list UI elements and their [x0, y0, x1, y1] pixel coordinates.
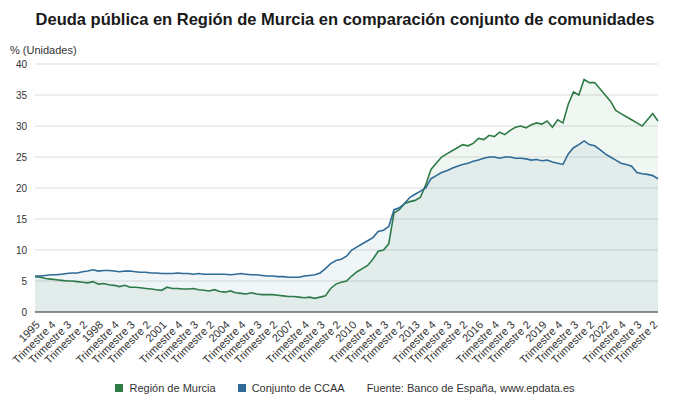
svg-text:15: 15: [16, 214, 28, 225]
svg-text:Trimestre 3: Trimestre 3: [26, 318, 74, 366]
html-text:Región de Murcia: Región de Murcia: [129, 382, 216, 394]
svg-text:40: 40: [16, 59, 28, 70]
svg-text:Trimestre 3: Trimestre 3: [406, 318, 454, 366]
svg-text:Trimestre 3: Trimestre 3: [89, 318, 137, 366]
svg-text:Trimestre 4: Trimestre 4: [263, 318, 312, 366]
svg-text:Trimestre 4: Trimestre 4: [453, 318, 502, 366]
svg-text:Trimestre 2: Trimestre 2: [485, 318, 533, 366]
svg-text:2001: 2001: [142, 318, 169, 345]
html-text:Deuda pública en Región de Mur: Deuda pública en Región de Murcia en com…: [35, 10, 655, 28]
svg-text:2010: 2010: [332, 318, 359, 345]
svg-text:Trimestre 3: Trimestre 3: [216, 318, 264, 366]
html-text:Conjunto de CCAA: Conjunto de CCAA: [251, 382, 345, 394]
svg-text:5: 5: [21, 276, 27, 287]
svg-text:Trimestre 2: Trimestre 2: [612, 318, 660, 366]
svg-text:Trimestre 2: Trimestre 2: [358, 318, 407, 366]
svg-text:2013: 2013: [396, 318, 423, 345]
svg-text:Trimestre 4: Trimestre 4: [580, 318, 628, 366]
svg-text:Trimestre 2: Trimestre 2: [232, 318, 280, 366]
svg-text:2022: 2022: [586, 318, 613, 345]
svg-text:2019: 2019: [523, 318, 549, 345]
svg-text:Trimestre 4: Trimestre 4: [137, 318, 185, 366]
html-text:% (Unidades): % (Unidades): [10, 44, 77, 56]
svg-text:Trimestre 4: Trimestre 4: [327, 318, 375, 366]
svg-text:Trimestre 3: Trimestre 3: [152, 318, 201, 366]
svg-text:Trimestre 3: Trimestre 3: [532, 318, 581, 366]
svg-text:Trimestre 4: Trimestre 4: [390, 318, 438, 366]
svg-text:10: 10: [16, 245, 28, 256]
svg-text:Trimestre 3: Trimestre 3: [279, 318, 327, 366]
svg-text:2004: 2004: [206, 318, 232, 345]
svg-text:Trimestre 4: Trimestre 4: [10, 318, 58, 366]
svg-text:30: 30: [16, 121, 28, 132]
svg-text:25: 25: [16, 152, 28, 163]
svg-text:0: 0: [21, 307, 27, 318]
svg-text:Trimestre 2: Trimestre 2: [168, 318, 217, 366]
svg-text:Trimestre 2: Trimestre 2: [295, 318, 343, 366]
svg-text:Trimestre 4: Trimestre 4: [517, 318, 565, 366]
svg-text:1998: 1998: [79, 318, 106, 345]
svg-text:Trimestre 3: Trimestre 3: [596, 318, 644, 366]
svg-text:Trimestre 3: Trimestre 3: [469, 318, 518, 366]
html-text:Fuente: Banco de España, www.e: Fuente: Banco de España, www.epdata.es: [366, 382, 575, 394]
svg-text:Trimestre 4: Trimestre 4: [200, 318, 248, 366]
svg-text:35: 35: [16, 90, 28, 101]
svg-text:Trimestre 2: Trimestre 2: [548, 318, 597, 366]
svg-text:Trimestre 2: Trimestre 2: [422, 318, 470, 366]
svg-text:Trimestre 4: Trimestre 4: [73, 318, 122, 366]
svg-text:1995: 1995: [16, 318, 42, 345]
svg-text:Trimestre 2: Trimestre 2: [41, 318, 90, 366]
svg-text:Trimestre 2: Trimestre 2: [105, 318, 153, 366]
svg-text:20: 20: [16, 183, 28, 194]
svg-text:2007: 2007: [269, 318, 296, 345]
svg-text:2016: 2016: [459, 318, 486, 345]
svg-text:Trimestre 3: Trimestre 3: [342, 318, 391, 366]
